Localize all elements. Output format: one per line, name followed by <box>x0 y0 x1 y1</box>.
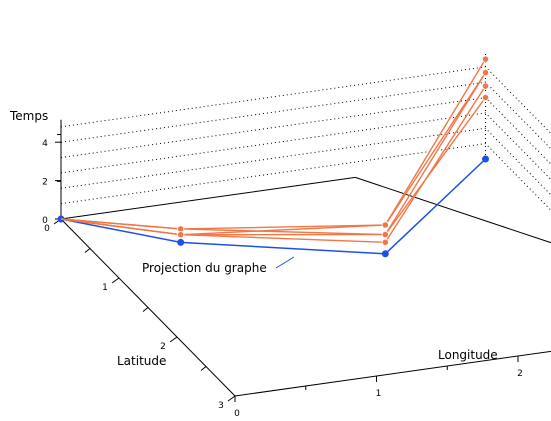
graph-node <box>177 231 185 239</box>
latitude-tick-label: 0 <box>44 224 50 234</box>
grid-line <box>60 81 551 150</box>
z-axis-label: Temps <box>9 109 48 123</box>
projection-node <box>381 250 389 258</box>
time-graph <box>60 55 490 246</box>
projection-callout-line <box>275 256 295 269</box>
grid-line <box>60 127 551 196</box>
latitude-tick <box>169 336 178 343</box>
back-wall-base-line <box>60 176 356 220</box>
projection-node <box>177 238 185 246</box>
longitude-tick-label: 2 <box>517 369 523 379</box>
grid-lines <box>60 53 551 211</box>
graph-node <box>481 55 490 63</box>
z-axis-tick-label: 0 <box>42 216 48 226</box>
latitude-minor-tick <box>84 248 91 253</box>
z-axis-tick-label: 2 <box>42 178 48 188</box>
longitude-tick-label: 0 <box>234 409 240 416</box>
graph-node <box>481 69 490 77</box>
grid-line <box>60 112 551 181</box>
latitude-minor-tick <box>142 307 149 312</box>
graph-node <box>381 238 389 246</box>
projection-node <box>482 155 489 163</box>
graph-node <box>481 93 490 102</box>
latitude-tick-label: 3 <box>218 401 224 411</box>
latitude-tick <box>111 277 120 284</box>
latitude-tick-label: 1 <box>102 283 108 293</box>
graph-node <box>381 221 389 229</box>
y-axis-label: Longitude <box>438 348 498 362</box>
longitude-axis-line <box>234 350 551 397</box>
projection-graph <box>57 155 489 258</box>
latitude-tick-label: 2 <box>160 342 166 352</box>
longitude-tick-label: 1 <box>376 389 382 399</box>
graph-path <box>60 97 487 236</box>
x-axis-label: Latitude <box>117 354 166 368</box>
tick-marks: 0 2 4 0 1 2 3 0 1 2 <box>42 134 523 419</box>
back-diagonal-line <box>355 176 551 244</box>
graph-node <box>481 82 490 90</box>
latitude-tick <box>227 395 236 402</box>
graph-node <box>381 231 389 239</box>
projection-label: Projection du graphe <box>142 261 267 275</box>
graph-path <box>60 58 487 230</box>
z-axis-tick-label: 4 <box>42 139 48 149</box>
graph-path <box>60 72 487 236</box>
projection-path <box>60 158 487 255</box>
latitude-minor-tick <box>200 366 207 371</box>
grid-line <box>60 143 551 211</box>
